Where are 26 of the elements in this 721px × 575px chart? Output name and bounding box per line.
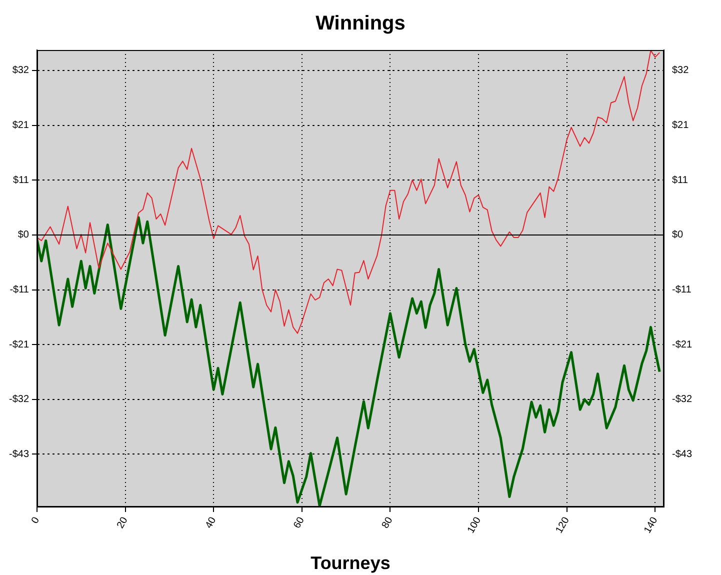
y-tick-label: -$21 [8, 339, 30, 350]
y-tick-label: -$11 [10, 284, 30, 296]
y-tick-label: $32 [12, 65, 30, 76]
y2-tick-label: -$21 [672, 339, 692, 350]
y-tick-label: -$43 [8, 448, 30, 460]
x-tick-label: 0 [30, 514, 42, 526]
y2-tick-label: -$11 [672, 284, 692, 296]
x-tick-label: 40 [204, 514, 219, 531]
y2-tick-label: -$32 [672, 394, 692, 406]
y-tick-label: -$32 [8, 394, 30, 406]
x-tick-label: 100 [466, 515, 484, 536]
y2-tick-label: -$43 [672, 448, 692, 460]
y-tick-label: $11 [13, 174, 30, 186]
x-tick-label: 140 [642, 515, 660, 536]
y2-tick-label: $0 [672, 230, 684, 241]
x-axis-title: Tourneys [310, 553, 390, 574]
x-tick-label: 60 [292, 514, 308, 531]
y2-tick-label: $21 [672, 120, 690, 132]
y-tick-label: $0 [18, 230, 30, 241]
y2-tick-label: $11 [672, 174, 688, 186]
y2-tick-label: $32 [672, 65, 690, 76]
x-tick-label: 20 [115, 514, 131, 531]
y-tick-label: $21 [12, 120, 30, 132]
x-tick-label: 120 [554, 515, 572, 536]
chart-title: Winnings [316, 12, 406, 35]
x-tick-label: 80 [380, 514, 396, 531]
